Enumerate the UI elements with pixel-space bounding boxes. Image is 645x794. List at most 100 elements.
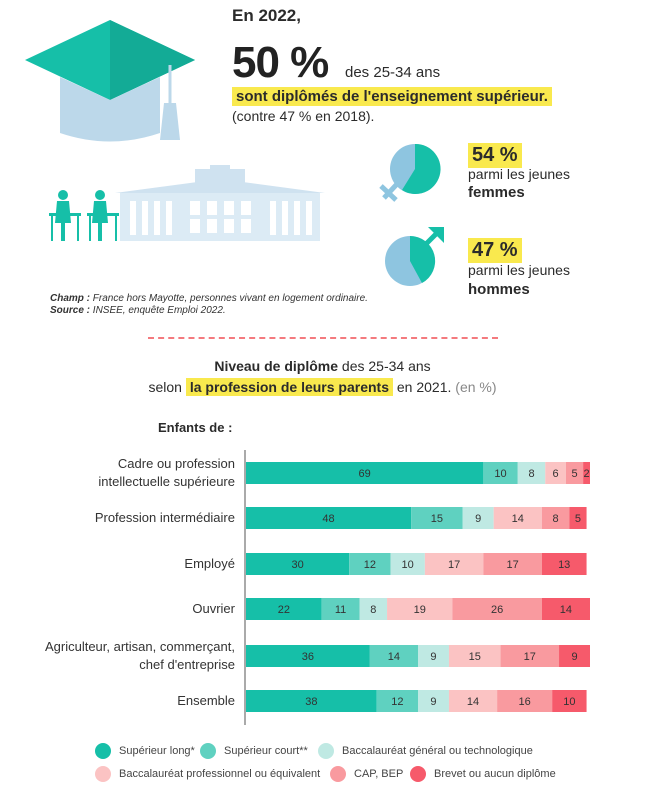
category-label-line: Ouvrier bbox=[192, 601, 235, 616]
bar-value-label: 19 bbox=[414, 604, 426, 616]
category-label-line: Profession intermédiaire bbox=[94, 510, 235, 525]
bar-value-label: 9 bbox=[430, 696, 436, 708]
category-label-line: chef d'entreprise bbox=[139, 657, 235, 672]
bar-segment bbox=[418, 690, 449, 712]
bar-segment bbox=[349, 553, 391, 575]
bar-value-label: 8 bbox=[370, 604, 376, 616]
bar-value-label: 2 bbox=[583, 468, 589, 480]
female-symbol-icon bbox=[379, 143, 441, 202]
chart-title-highlight: la profession de leurs parents bbox=[185, 378, 393, 396]
legend-swatch bbox=[318, 743, 334, 759]
category-label-line: Agriculteur, artisan, commerçant, bbox=[44, 639, 235, 654]
bar-value-label: 36 bbox=[302, 651, 314, 663]
champ-label: Champ : bbox=[50, 293, 90, 304]
bar-segment bbox=[483, 462, 518, 484]
champ-text: France hors Mayotte, personnes vivant en… bbox=[92, 293, 368, 304]
bar-value-label: 10 bbox=[494, 468, 506, 480]
bar-segment bbox=[517, 462, 546, 484]
legend-item: Baccalauréat professionnel ou équivalent bbox=[95, 766, 320, 782]
headline-highlight: sont diplômés de l'enseignement supérieu… bbox=[232, 87, 552, 106]
bar-segment bbox=[552, 690, 587, 712]
bar-value-label: 5 bbox=[575, 513, 581, 525]
enfants-label: Enfants de : bbox=[158, 420, 233, 435]
bar-segment bbox=[569, 507, 587, 529]
bar-segment bbox=[559, 645, 590, 667]
bar-value-label: 9 bbox=[571, 651, 577, 663]
chart-title-line1: Niveau de diplôme des 25-34 ans bbox=[0, 358, 645, 374]
bar-value-label: 6 bbox=[553, 468, 559, 480]
bar-value-label: 22 bbox=[278, 604, 290, 616]
bar-segment bbox=[541, 507, 570, 529]
bar-value-label: 69 bbox=[359, 468, 371, 480]
legend-item: Supérieur long* bbox=[95, 743, 195, 759]
bar-value-label: 30 bbox=[291, 559, 303, 571]
legend-swatch bbox=[95, 766, 111, 782]
bar-segment bbox=[565, 462, 584, 484]
bar-value-label: 38 bbox=[305, 696, 317, 708]
women-line2: femmes bbox=[468, 184, 525, 201]
category-label: Employé bbox=[184, 555, 235, 573]
bar-segment bbox=[246, 462, 484, 484]
legend-swatch bbox=[410, 766, 426, 782]
legend-swatch bbox=[95, 743, 111, 759]
bar-segment bbox=[541, 598, 590, 620]
bar-segment bbox=[387, 598, 453, 620]
men-value: 47 % bbox=[468, 238, 522, 263]
legend-swatch bbox=[200, 743, 216, 759]
big-value-suffix: des 25-34 ans bbox=[345, 64, 441, 81]
legend-label: Supérieur long* bbox=[119, 745, 195, 757]
legend-item: Brevet ou aucun diplôme bbox=[410, 766, 556, 782]
bar-value-label: 14 bbox=[388, 651, 400, 663]
bar-value-label: 9 bbox=[475, 513, 481, 525]
legend-label: Brevet ou aucun diplôme bbox=[434, 768, 556, 780]
category-label: Agriculteur, artisan, commerçant, chef d'… bbox=[45, 638, 235, 674]
bar-value-label: 9 bbox=[430, 651, 436, 663]
women-line1: parmi les jeunes bbox=[468, 166, 570, 182]
bar-segment bbox=[497, 690, 553, 712]
section-divider bbox=[148, 337, 498, 339]
bar-value-label: 15 bbox=[431, 513, 443, 525]
bar-segment bbox=[411, 507, 463, 529]
legend-item: CAP, BEP bbox=[330, 766, 403, 782]
chart-title-pre: selon bbox=[148, 379, 182, 395]
bar-segment bbox=[390, 553, 425, 575]
bar-value-label: 11 bbox=[335, 604, 346, 616]
men-line2: hommes bbox=[468, 281, 530, 298]
bar-segment bbox=[541, 553, 587, 575]
bar-segment bbox=[424, 553, 484, 575]
bar-value-label: 14 bbox=[512, 513, 524, 525]
bar-segment bbox=[369, 645, 418, 667]
bar-segment bbox=[462, 507, 494, 529]
bar-segment bbox=[448, 645, 501, 667]
chart-title-line2: selon la profession de leurs parents en … bbox=[0, 378, 645, 396]
bar-value-label: 15 bbox=[469, 651, 481, 663]
male-symbol-icon bbox=[385, 227, 444, 286]
bar-segment bbox=[583, 462, 590, 484]
category-label-line: Ensemble bbox=[177, 693, 235, 708]
legend-label: Baccalauréat professionnel ou équivalent bbox=[119, 768, 321, 780]
legend-item: Supérieur court** bbox=[200, 743, 308, 759]
bar-value-label: 12 bbox=[391, 696, 403, 708]
bar-segment bbox=[246, 598, 322, 620]
bar-value-label: 10 bbox=[402, 559, 414, 571]
chart-title-post: en 2021. bbox=[396, 379, 452, 395]
bar-segment bbox=[359, 598, 388, 620]
bar-value-label: 5 bbox=[571, 468, 577, 480]
bar-value-label: 13 bbox=[558, 559, 570, 571]
legend-label: Supérieur court** bbox=[224, 745, 308, 757]
source-label: Source : bbox=[50, 305, 91, 316]
source-note: Source : INSEE, enquête Emploi 2022. bbox=[50, 305, 226, 316]
chart-title-rest: des 25-34 ans bbox=[341, 358, 431, 374]
bar-segment bbox=[418, 645, 449, 667]
bar-segment bbox=[545, 462, 566, 484]
category-label-line: Employé bbox=[184, 556, 235, 571]
bar-value-label: 17 bbox=[524, 651, 536, 663]
women-value: 54 % bbox=[468, 143, 522, 168]
bar-value-label: 17 bbox=[448, 559, 460, 571]
bar-segment bbox=[246, 553, 350, 575]
legend-label: CAP, BEP bbox=[354, 768, 404, 780]
comparison-text: (contre 47 % en 2018). bbox=[232, 108, 375, 124]
bar-segment bbox=[500, 645, 560, 667]
year-label: En 2022, bbox=[232, 6, 301, 25]
bar-value-label: 14 bbox=[467, 696, 479, 708]
